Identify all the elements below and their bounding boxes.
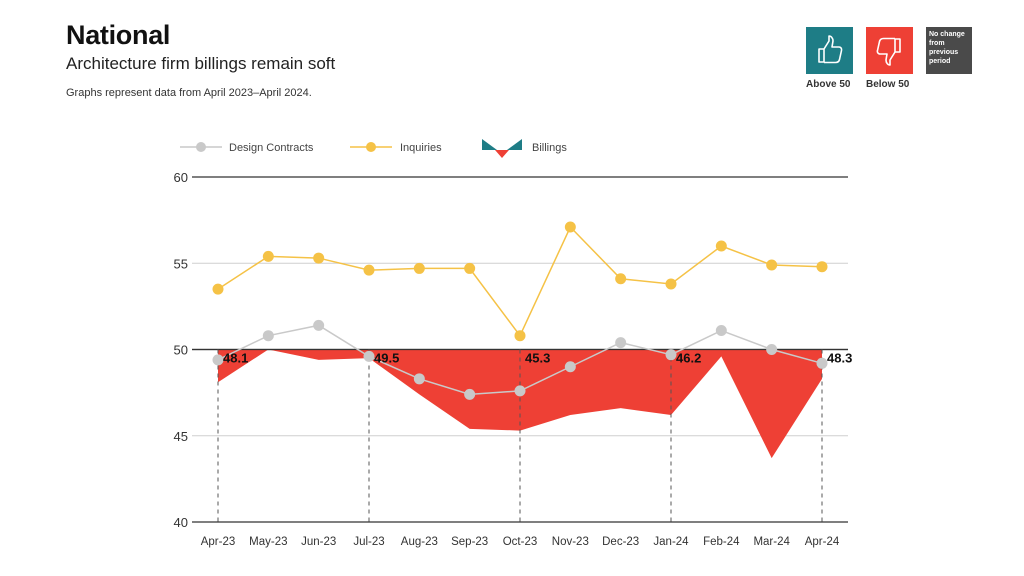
x-tick-label: Sep-23 [451, 536, 488, 548]
design-contracts-point [464, 388, 476, 400]
design-contracts-point [766, 344, 778, 355]
x-tick-label: Nov-23 [552, 536, 589, 548]
design-contracts-point [715, 325, 727, 337]
design-contracts-point [212, 354, 224, 366]
design-contracts-point [413, 373, 425, 385]
x-tick-label: Feb-24 [703, 536, 740, 548]
x-tick-label: Apr-24 [805, 536, 840, 548]
legend-design-contracts-marker [196, 142, 206, 152]
inquiries-point [514, 330, 526, 342]
billings-value-label: 48.1 [223, 351, 248, 366]
thumbs-up-icon [818, 35, 843, 64]
inquiries-point [262, 250, 274, 262]
design-contracts-point [665, 349, 677, 361]
billings-value-label: 46.2 [676, 351, 701, 366]
x-tick-label: May-23 [249, 536, 287, 548]
design-contracts-point [816, 357, 828, 369]
y-tick-label: 60 [174, 170, 188, 185]
inquiries-point [313, 252, 325, 264]
y-tick-label: 45 [174, 429, 188, 444]
x-tick-label: Jun-23 [301, 536, 336, 548]
x-tick-label: Dec-23 [602, 536, 639, 548]
x-tick-label: Mar-24 [753, 536, 790, 548]
legend-design-contracts-label: Design Contracts [229, 142, 314, 154]
thumbs-down-icon [876, 37, 901, 66]
inquiries-point [363, 264, 375, 276]
billings-value-label: 49.5 [374, 351, 399, 366]
inquiries-point [665, 278, 677, 290]
x-tick-label: Aug-23 [401, 536, 438, 548]
design-contracts-point [262, 330, 274, 342]
legend-inquiries-label: Inquiries [400, 142, 442, 154]
design-contracts-point [313, 319, 325, 331]
below-50-badge [866, 27, 913, 74]
inquiries-point [464, 262, 476, 274]
inquiries-point [715, 240, 727, 252]
page-title: National [66, 20, 171, 50]
legend-billings-above-marker [482, 139, 497, 150]
page-subtitle: Architecture firm billings remain soft [66, 54, 336, 73]
inquiries-point [564, 221, 576, 233]
x-tick-label: Jul-23 [353, 536, 384, 548]
inquiries-point [413, 262, 425, 274]
y-tick-label: 55 [174, 256, 188, 271]
chart-legend: Design Contracts Inquiries Billings [180, 139, 567, 158]
inquiries-point [816, 261, 828, 273]
y-tick-label: 40 [174, 515, 188, 530]
legend-billings-label: Billings [532, 142, 567, 154]
x-tick-label: Jan-24 [653, 536, 689, 548]
above-50-badge [806, 27, 853, 74]
below-50-label: Below 50 [866, 79, 910, 90]
x-tick-label: Oct-23 [503, 536, 538, 548]
inquiries-line [217, 225, 823, 338]
legend-inquiries-marker [366, 142, 376, 152]
design-contracts-point [514, 385, 526, 397]
design-contracts-point [615, 337, 627, 349]
x-tick-label: Apr-23 [201, 536, 236, 548]
above-50-label: Above 50 [806, 79, 851, 90]
inquiries-point [212, 283, 224, 295]
no-change-badge: No change from previous period [926, 27, 972, 74]
data-range-note: Graphs represent data from April 2023–Ap… [66, 87, 312, 99]
inquiries-point [766, 259, 778, 271]
design-contracts-point [363, 350, 375, 362]
billings-value-label: 48.3 [827, 351, 852, 366]
inquiries-point [615, 273, 627, 285]
legend-billings-below-marker [495, 150, 509, 158]
legend-billings-above-marker-right [507, 139, 522, 150]
billings-value-label: 45.3 [525, 351, 550, 366]
y-tick-label: 50 [174, 343, 188, 358]
design-contracts-point [564, 361, 576, 373]
